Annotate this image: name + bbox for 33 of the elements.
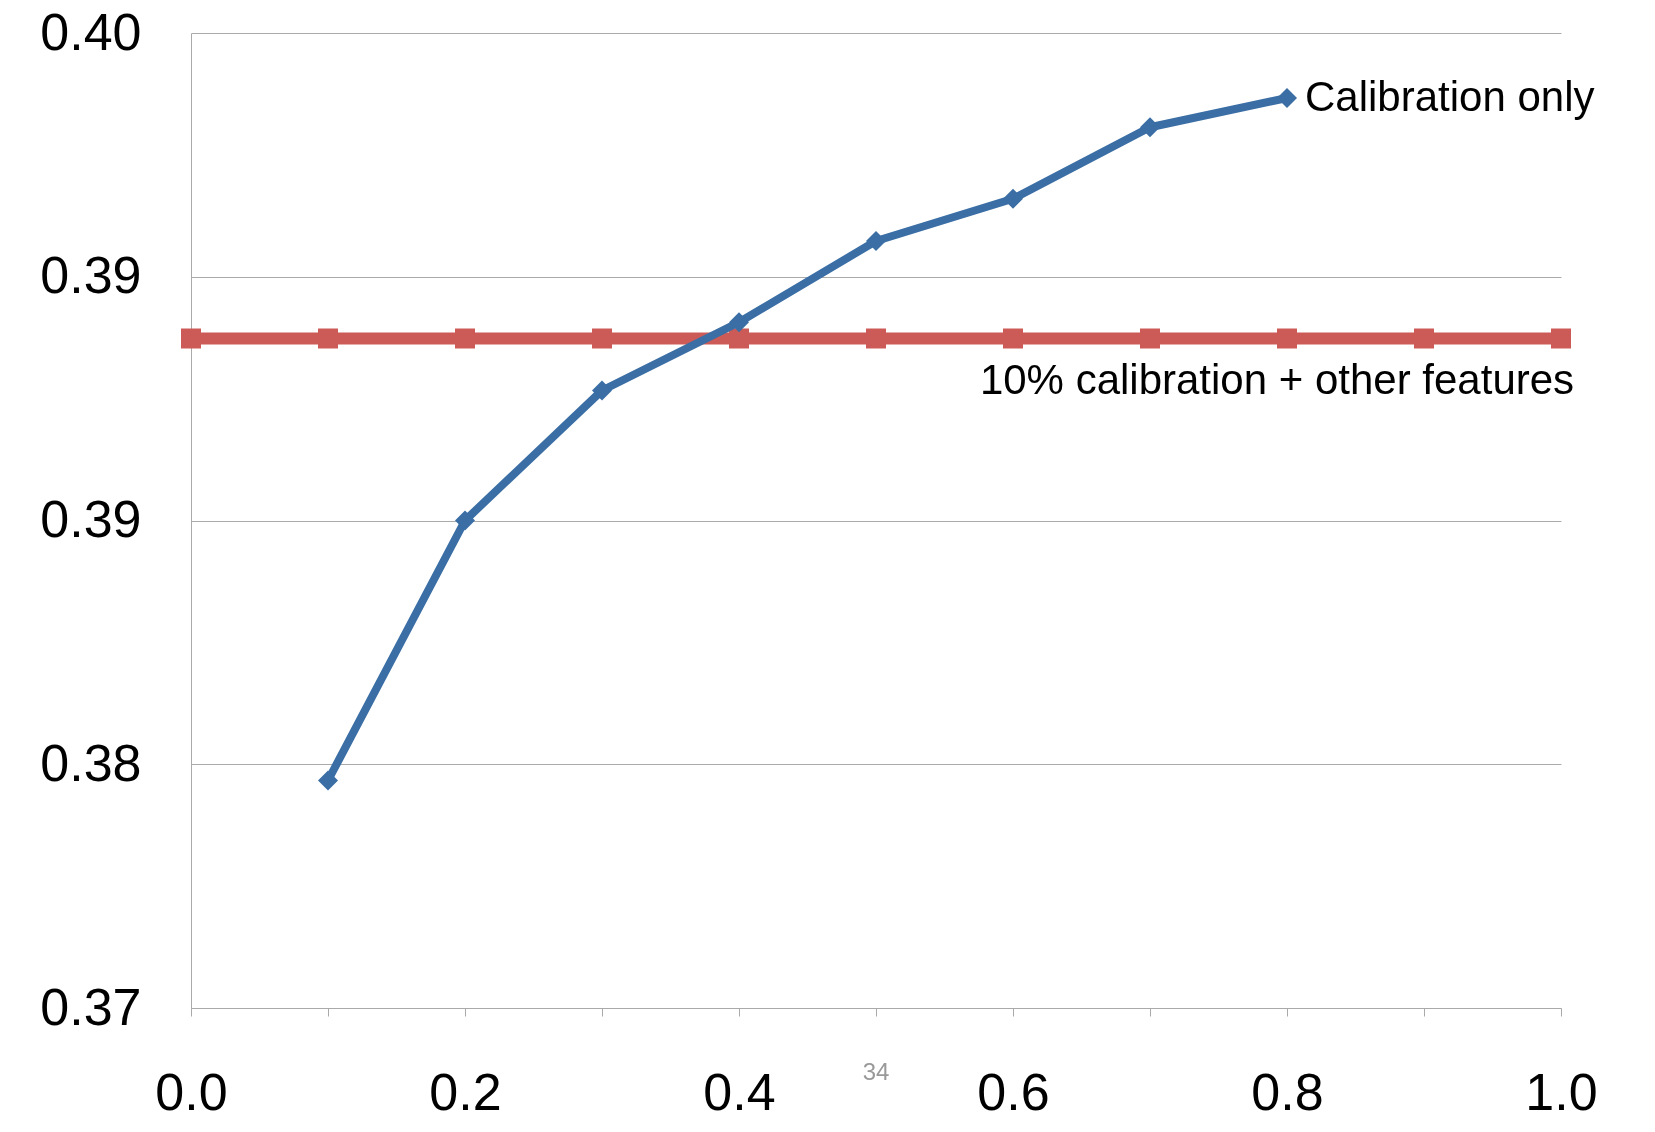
point <box>1140 328 1160 349</box>
point <box>866 328 886 349</box>
point <box>1551 328 1571 349</box>
point <box>1003 188 1023 209</box>
point <box>729 312 749 333</box>
y-tick-label: 0.37 <box>40 977 142 1036</box>
point <box>592 328 612 349</box>
point <box>1140 117 1160 138</box>
point <box>455 510 475 531</box>
point <box>1277 88 1297 108</box>
point <box>1414 328 1434 349</box>
point <box>181 328 201 349</box>
x-tick-label: 0.2 <box>429 1062 502 1121</box>
x-tick-label: 0.8 <box>1251 1062 1324 1121</box>
x-tick-label: 0.0 <box>155 1062 228 1121</box>
point <box>1003 328 1023 349</box>
point <box>318 770 338 791</box>
y-tick-label: 0.40 <box>40 2 142 61</box>
point <box>1277 328 1297 349</box>
y-tick-label: 0.39 <box>40 246 142 305</box>
x-tick-label: 0.4 <box>703 1062 776 1121</box>
y-tick-label: 0.39 <box>40 490 142 548</box>
series-label: 10% calibration + other features <box>979 355 1575 403</box>
point <box>592 380 612 401</box>
point <box>318 328 338 349</box>
x-tick-label: 1.0 <box>1525 1062 1598 1121</box>
x-tick-label: 0.6 <box>977 1062 1050 1121</box>
series-label: Calibration only <box>1305 73 1595 120</box>
point <box>729 328 749 349</box>
text: 34 <box>862 1058 890 1085</box>
point <box>866 231 886 251</box>
y-tick-label: 0.38 <box>40 733 142 792</box>
point <box>455 328 475 349</box>
